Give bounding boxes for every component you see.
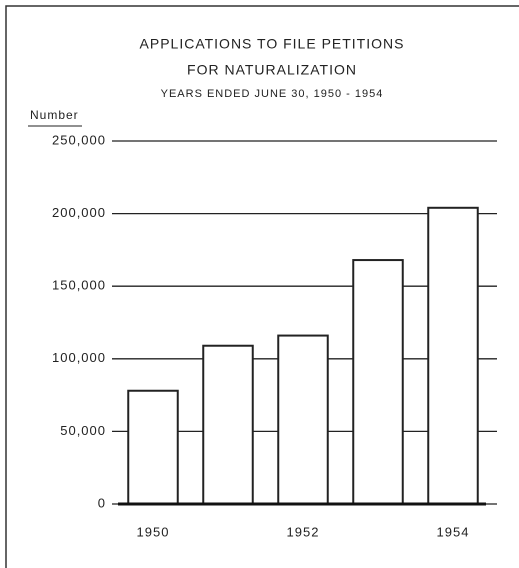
y-tick-label: 200,000 [52, 205, 106, 220]
y-tick-label: 250,000 [52, 132, 106, 147]
x-tick-label: 1954 [437, 524, 470, 539]
chart-title: APPLICATIONS TO FILE PETITIONS [140, 36, 405, 52]
y-tick-label: 150,000 [52, 278, 106, 293]
x-tick-label: 1950 [137, 524, 170, 539]
bar [277, 334, 329, 505]
x-tick-label: 1952 [287, 524, 320, 539]
y-tick-label: 0 [98, 495, 106, 510]
chart-subtitle: YEARS ENDED JUNE 30, 1950 - 1954 [161, 88, 384, 100]
y-tick-label: 100,000 [52, 350, 106, 365]
bar [427, 206, 479, 506]
bar [127, 389, 179, 505]
chart-title: FOR NATURALIZATION [187, 62, 357, 78]
frame [5, 5, 519, 568]
bar [352, 259, 404, 505]
y-axis-label: Number [30, 108, 79, 122]
y-tick-label: 50,000 [60, 423, 106, 438]
bar [202, 344, 254, 505]
